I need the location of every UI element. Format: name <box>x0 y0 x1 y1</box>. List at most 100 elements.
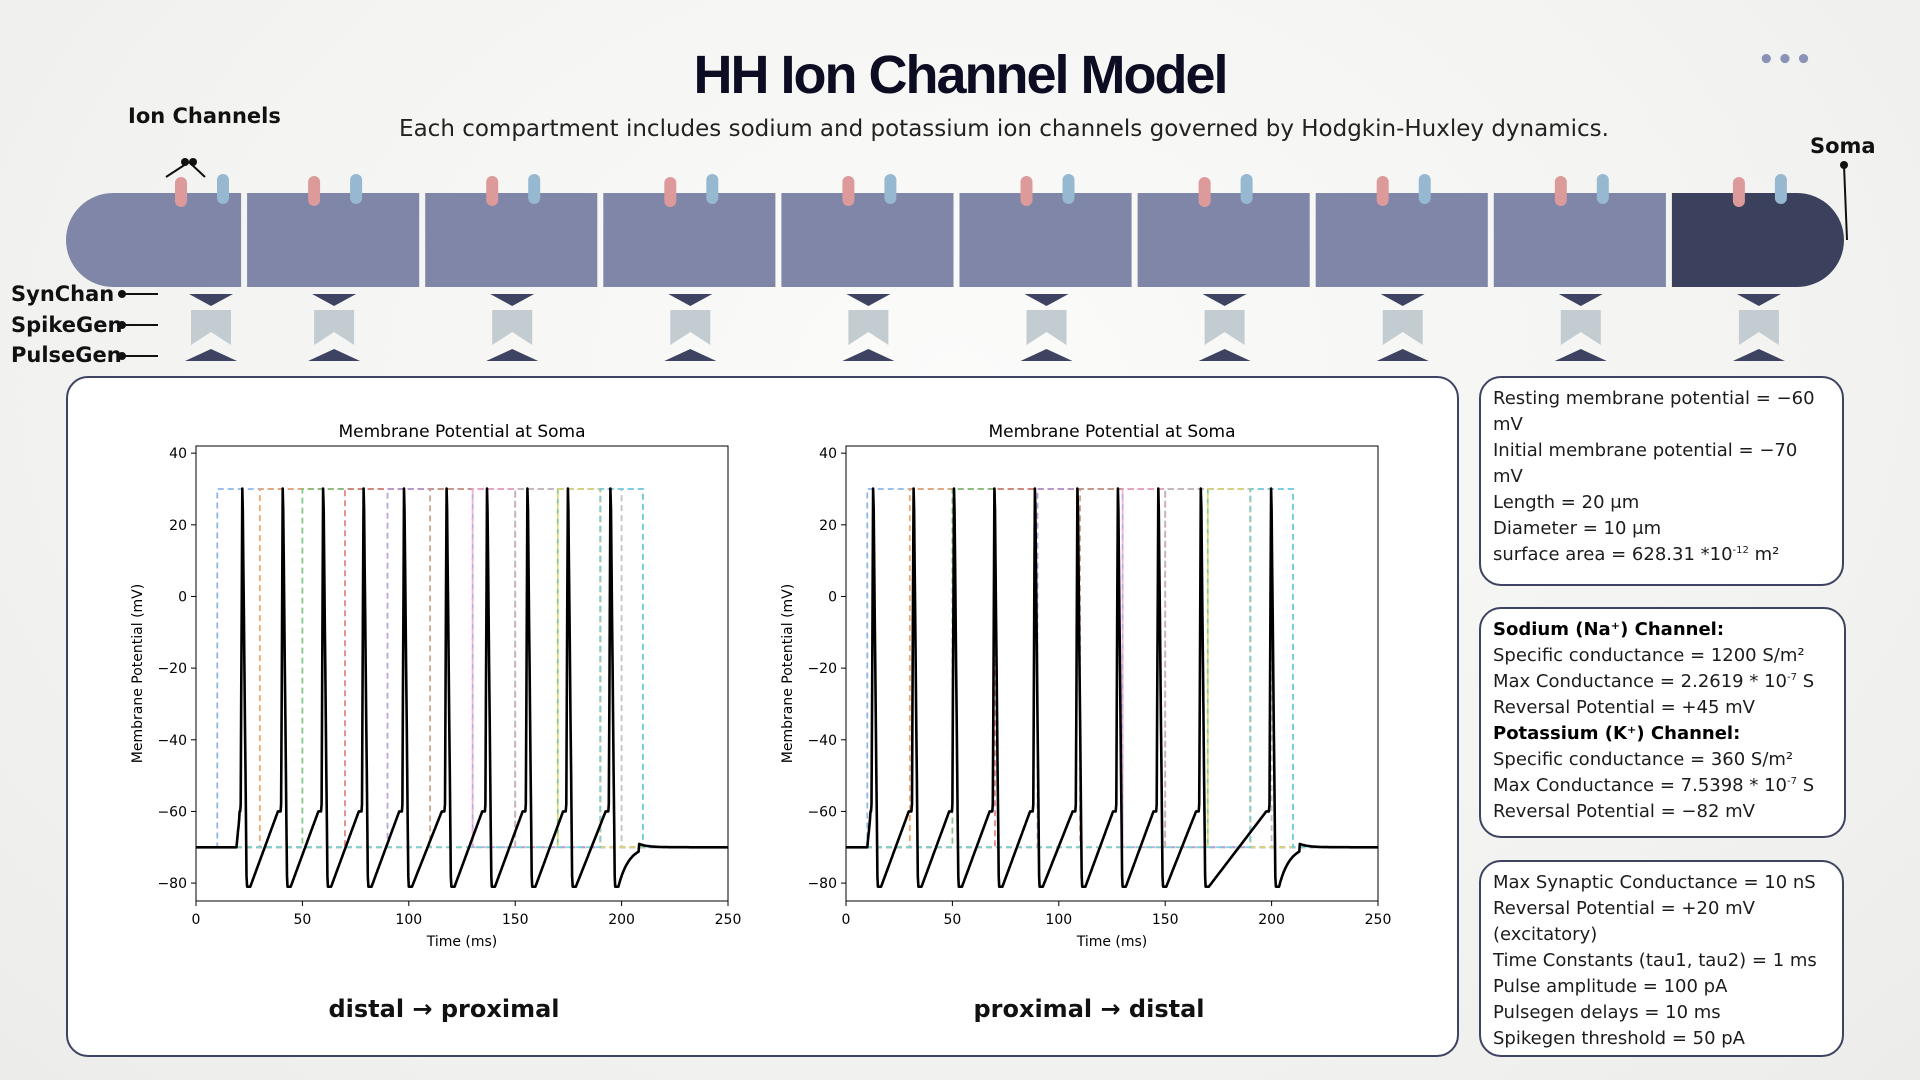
potassium-channel <box>217 174 229 204</box>
potassium-channel <box>1418 174 1431 204</box>
pulse-trace <box>196 488 728 849</box>
y-tick-label: −60 <box>807 804 837 820</box>
pulse-trace <box>196 488 728 849</box>
sodium-channel <box>486 176 499 206</box>
y-tick-label: −40 <box>807 733 837 749</box>
ion-channels-label: Ion Channels <box>128 104 281 128</box>
spikegen-block <box>848 310 889 345</box>
synchan-connector <box>1202 294 1247 306</box>
pulse-trace <box>846 488 1378 849</box>
membrane-potential-line <box>195 487 729 889</box>
potassium-channel <box>1596 174 1609 204</box>
pulse-trace <box>846 488 1378 849</box>
sodium-channel <box>1198 177 1211 207</box>
potassium-max-conductance: Max Conductance = 7.5398 * 10-7 S <box>1493 775 1815 796</box>
membrane-potential-line <box>845 487 1379 889</box>
y-tick-label: 20 <box>169 518 187 534</box>
y-tick-label: −80 <box>807 876 837 892</box>
y-tick-label: 40 <box>169 446 187 462</box>
synchan-connector <box>1558 294 1603 306</box>
x-axis-label: Time (ms) <box>426 934 498 950</box>
sodium-channel <box>1732 177 1745 207</box>
potassium-channel <box>1774 174 1787 204</box>
potassium-specific-conductance: Specific conductance = 360 S/m² <box>1493 749 1794 770</box>
spikegen-block <box>492 310 533 345</box>
synchan-connector <box>1024 294 1069 306</box>
sodium-max-conductance: Max Conductance = 2.2619 * 10-7 S <box>1493 671 1815 692</box>
soma-compartment <box>1671 193 1844 287</box>
neuron-diagram <box>66 158 1848 361</box>
y-axis-label: Membrane Potential (mV) <box>130 584 146 763</box>
synchan-label: SynChan <box>11 282 115 306</box>
y-tick-label: −20 <box>807 661 837 677</box>
compartment-2 <box>247 193 420 287</box>
y-tick-label: −40 <box>157 733 187 749</box>
caption-proximal-distal: proximal → distal <box>973 995 1205 1023</box>
plot-frame <box>195 445 729 902</box>
compartment-1 <box>66 193 242 287</box>
x-axis-label: Time (ms) <box>1076 934 1148 950</box>
resting-potential-text: Resting membrane potential = −60 mV <box>1493 388 1815 435</box>
time-constants: Time Constants (tau1, tau2) = 1 ms <box>1493 950 1817 971</box>
x-tick-label: 0 <box>192 912 201 928</box>
pulse-amplitude: Pulse amplitude = 100 pA <box>1493 976 1728 997</box>
pulse-trace <box>196 488 728 849</box>
sodium-channel <box>1020 176 1033 206</box>
sodium-channel <box>842 176 855 206</box>
x-tick-label: 100 <box>395 912 422 928</box>
spikegen-block <box>1204 310 1245 345</box>
pulse-trace <box>196 488 728 849</box>
compartment-5 <box>781 193 954 287</box>
pulse-trace <box>846 488 1378 849</box>
pulsegen-connector <box>664 349 717 361</box>
compartment-6 <box>959 193 1132 287</box>
y-tick-label: −60 <box>157 804 187 820</box>
soma-callout-line <box>1843 164 1848 241</box>
pulsegen-connector <box>1376 349 1429 361</box>
x-tick-label: 50 <box>943 912 961 928</box>
caption-distal-proximal: distal → proximal <box>328 995 560 1023</box>
plot-frame <box>845 445 1379 902</box>
pulse-trace <box>196 488 728 849</box>
x-tick-label: 200 <box>608 912 635 928</box>
pulse-trace <box>196 488 728 849</box>
spikegen-block <box>191 310 231 345</box>
chart-title: Membrane Potential at Soma <box>988 422 1235 442</box>
y-tick-label: 40 <box>819 446 837 462</box>
compartment-4 <box>603 193 776 287</box>
membrane-potential-chart-distal-proximal: 0 50 100 150 200 25040200−20−40−60−80Membrane… <box>130 422 741 950</box>
membrane-info-panel: Resting membrane potential = −60 mV Init… <box>1479 376 1844 586</box>
plots-panel: 0 50 100 150 200 250 40 20 0 −20 −40 −60 −80 Membrane… <box>66 376 1459 1057</box>
potassium-channel <box>1062 174 1075 204</box>
synchan-connector <box>189 294 233 306</box>
spikegen-block <box>670 310 711 345</box>
pulse-trace <box>196 488 728 849</box>
surface-area-text: surface area = 628.31 *10-12 m² <box>1493 544 1780 565</box>
pulsegen-connector <box>308 349 361 361</box>
synaptic-reversal-potential: Reversal Potential = +20 mV (excitatory) <box>1493 898 1755 945</box>
synchan-connector <box>312 294 357 306</box>
sodium-heading: Sodium (Na⁺) Channel: <box>1493 619 1725 640</box>
pulse-trace <box>846 488 1378 849</box>
pulse-trace <box>196 488 728 849</box>
spikegen-block <box>1026 310 1067 345</box>
pulsegen-label: PulseGen <box>11 343 122 367</box>
potassium-channel <box>350 174 363 204</box>
ion-callout-dot <box>189 158 197 166</box>
pulsegen-delays: Pulsegen delays = 10 ms <box>1493 1002 1721 1023</box>
pulsegen-connector <box>185 349 237 361</box>
sodium-reversal-potential: Reversal Potential = +45 mV <box>1493 697 1755 718</box>
spikegen-block <box>1382 310 1423 345</box>
synchan-connector <box>1380 294 1425 306</box>
sodium-channel <box>1376 176 1389 206</box>
potassium-channel <box>1240 174 1253 204</box>
length-text: Length = 20 μm <box>1493 492 1640 513</box>
sodium-channel <box>664 177 677 207</box>
channel-info-panel: Sodium (Na⁺) Channel: Specific conductan… <box>1479 607 1846 838</box>
spikegen-label: SpikeGen <box>11 313 123 337</box>
x-tick-label: 150 <box>1152 912 1179 928</box>
y-tick-label: 20 <box>819 518 837 534</box>
spikegen-block <box>314 310 355 345</box>
chart-title: Membrane Potential at Soma <box>338 422 585 442</box>
potassium-channel <box>884 174 897 204</box>
